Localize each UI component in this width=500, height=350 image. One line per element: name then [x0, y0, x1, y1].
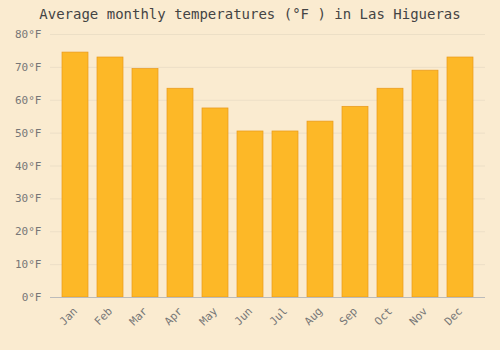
html-text:Average monthly temperatures (: Average monthly temperatures (°F ) in La…: [39, 6, 461, 22]
svg-text:Jun: Jun: [232, 305, 255, 328]
svg-text:Aug: Aug: [302, 305, 325, 328]
svg-text:40°F: 40°F: [15, 160, 42, 173]
svg-text:Dec: Dec: [442, 305, 465, 328]
svg-text:Feb: Feb: [92, 305, 115, 328]
svg-text:Jan: Jan: [57, 305, 80, 328]
svg-text:80°F: 80°F: [15, 28, 42, 41]
svg-text:20°F: 20°F: [15, 225, 42, 238]
svg-text:0°F: 0°F: [22, 291, 42, 304]
svg-text:10°F: 10°F: [15, 258, 42, 271]
svg-text:Mar: Mar: [127, 304, 151, 328]
svg-text:70°F: 70°F: [15, 61, 42, 74]
svg-text:Nov: Nov: [407, 304, 431, 328]
svg-text:30°F: 30°F: [15, 192, 42, 205]
svg-text:Oct: Oct: [372, 305, 395, 328]
svg-text:Apr: Apr: [162, 304, 186, 328]
svg-text:60°F: 60°F: [15, 94, 42, 107]
svg-text:Jul: Jul: [267, 305, 290, 328]
svg-text:May: May: [197, 304, 221, 328]
svg-text:Sep: Sep: [337, 305, 360, 328]
svg-text:50°F: 50°F: [15, 127, 42, 140]
